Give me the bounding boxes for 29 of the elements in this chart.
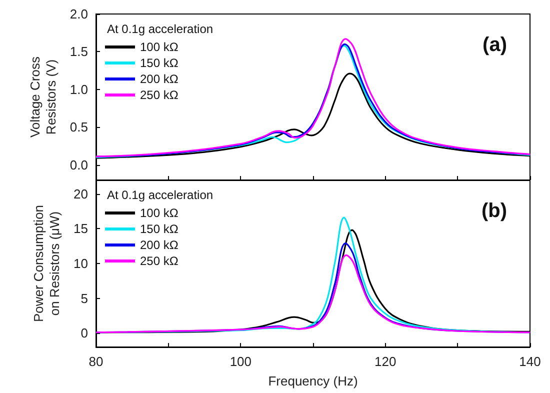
x-axis-title: Frequency (Hz) <box>268 373 358 388</box>
legend-label: 250 kΩ <box>140 254 178 268</box>
y-tick-label: 0 <box>80 326 88 341</box>
legend-title: At 0.1g acceleration <box>107 22 214 36</box>
y-tick-label: 0.0 <box>70 157 88 172</box>
y-tick-label: 10 <box>74 256 88 271</box>
legend-label: 150 kΩ <box>140 56 178 70</box>
y-tick-label: 15 <box>74 221 88 236</box>
legend-label: 250 kΩ <box>140 88 178 102</box>
x-tick-label: 140 <box>519 354 541 369</box>
x-tick-label: 80 <box>88 354 104 369</box>
legend-label: 100 kΩ <box>140 40 178 54</box>
y-tick-label: 1.5 <box>70 44 88 60</box>
legend-label: 200 kΩ <box>140 72 178 86</box>
x-tick-label: 100 <box>230 354 252 369</box>
x-tick-label: 120 <box>374 354 396 369</box>
y-tick-label: 20 <box>74 186 88 202</box>
annotation: (b) <box>481 200 508 222</box>
legend-label: 200 kΩ <box>140 238 178 252</box>
annotation: (a) <box>482 34 508 56</box>
y-axis-title: Power Consumption on Resistors (μW) <box>31 204 62 322</box>
y-axis-title: Voltage Cross Resistors (V) <box>28 56 59 138</box>
y-tick-label: 0.5 <box>70 120 88 135</box>
y-tick-label: 5 <box>80 290 88 306</box>
legend-title: At 0.1g acceleration <box>107 188 214 202</box>
legend-label: 150 kΩ <box>140 222 178 236</box>
y-tick-label: 2.0 <box>70 6 88 22</box>
y-tick-label: 1.0 <box>70 82 88 97</box>
legend-label: 100 kΩ <box>140 206 178 220</box>
